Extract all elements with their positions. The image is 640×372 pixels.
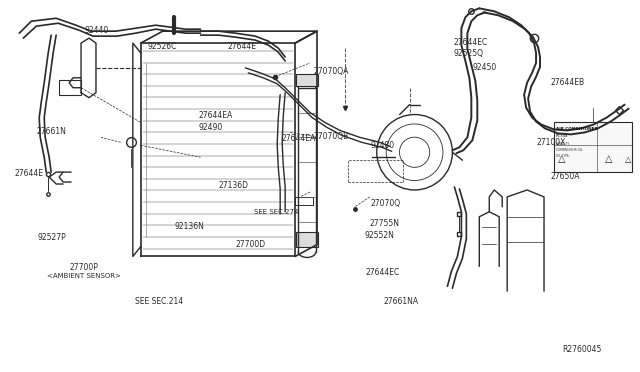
- Bar: [348, 160, 403, 182]
- Text: AIR CONDITIONER: AIR CONDITIONER: [556, 128, 598, 131]
- Bar: [295, 197, 313, 205]
- Text: 92526C: 92526C: [148, 42, 177, 51]
- Text: 27070Q: 27070Q: [371, 199, 401, 208]
- Text: 27070QA: 27070QA: [314, 67, 349, 76]
- Text: 27070QB: 27070QB: [314, 132, 349, 141]
- Text: 27644EA: 27644EA: [282, 134, 316, 143]
- Bar: [296, 74, 318, 86]
- Text: 27644E: 27644E: [14, 169, 43, 177]
- Text: 27661N: 27661N: [36, 127, 67, 136]
- Text: OIL TYPE:: OIL TYPE:: [556, 154, 570, 158]
- Text: 92136N: 92136N: [174, 222, 204, 231]
- Text: 92527P: 92527P: [38, 233, 67, 242]
- Text: 27644EB: 27644EB: [550, 78, 585, 87]
- Text: 27700D: 27700D: [236, 240, 266, 249]
- Text: 27644E: 27644E: [228, 42, 257, 51]
- Text: 92552N: 92552N: [365, 231, 394, 240]
- Text: 27100X: 27100X: [537, 138, 566, 147]
- Text: CAPACITY:: CAPACITY:: [556, 142, 571, 146]
- Bar: [59, 80, 81, 95]
- Text: △: △: [605, 154, 612, 164]
- Text: 27661NA: 27661NA: [384, 297, 419, 306]
- Text: R2760045: R2760045: [562, 345, 602, 354]
- Text: COMPRESSOR OIL:: COMPRESSOR OIL:: [556, 148, 583, 152]
- Text: 92450: 92450: [473, 63, 497, 72]
- Text: 27136D: 27136D: [218, 181, 248, 190]
- Text: △: △: [558, 154, 566, 164]
- Text: 92525Q: 92525Q: [454, 49, 484, 58]
- Text: 27644EC: 27644EC: [366, 268, 400, 277]
- Text: △: △: [625, 155, 632, 164]
- Text: 27755N: 27755N: [370, 219, 400, 228]
- Text: <AMBIENT SENSOR>: <AMBIENT SENSOR>: [47, 273, 121, 279]
- Text: 92480: 92480: [371, 141, 395, 150]
- Text: 92440: 92440: [84, 26, 108, 35]
- Text: 27644EA: 27644EA: [199, 111, 233, 121]
- Text: SEE SEC.214: SEE SEC.214: [135, 297, 183, 306]
- Text: SEE SEC.274: SEE SEC.274: [253, 209, 298, 215]
- Bar: [554, 122, 632, 172]
- Text: R134a: R134a: [556, 134, 568, 138]
- Text: 92490: 92490: [199, 123, 223, 132]
- Text: 27650A: 27650A: [550, 172, 580, 181]
- Text: 27700P: 27700P: [70, 263, 99, 272]
- Bar: [296, 232, 318, 247]
- Text: 27644EC: 27644EC: [454, 38, 488, 46]
